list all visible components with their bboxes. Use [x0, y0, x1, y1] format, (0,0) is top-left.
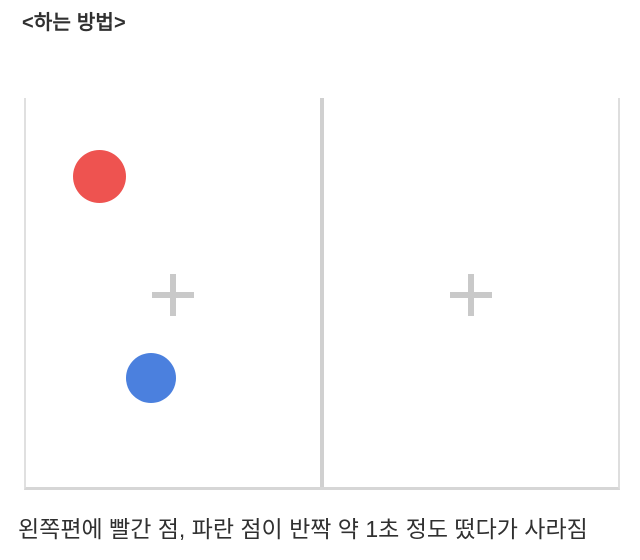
blue-dot-stimulus	[126, 353, 176, 403]
caption-text: 왼쪽편에 빨간 점, 파란 점이 반짝 약 1초 정도 떴다가 사라짐	[18, 516, 588, 542]
fixation-cross-icon	[450, 274, 492, 316]
red-dot-stimulus	[73, 150, 126, 203]
page-title: <하는 방법>	[22, 12, 126, 34]
fixation-cross-icon	[152, 274, 194, 316]
left-visual-field-panel	[26, 98, 320, 487]
right-visual-field-panel	[324, 98, 618, 487]
fixation-cross-vertical-bar	[468, 274, 474, 316]
fixation-cross-vertical-bar	[170, 274, 176, 316]
stimulus-display	[24, 98, 620, 490]
panel-divider	[320, 98, 324, 487]
